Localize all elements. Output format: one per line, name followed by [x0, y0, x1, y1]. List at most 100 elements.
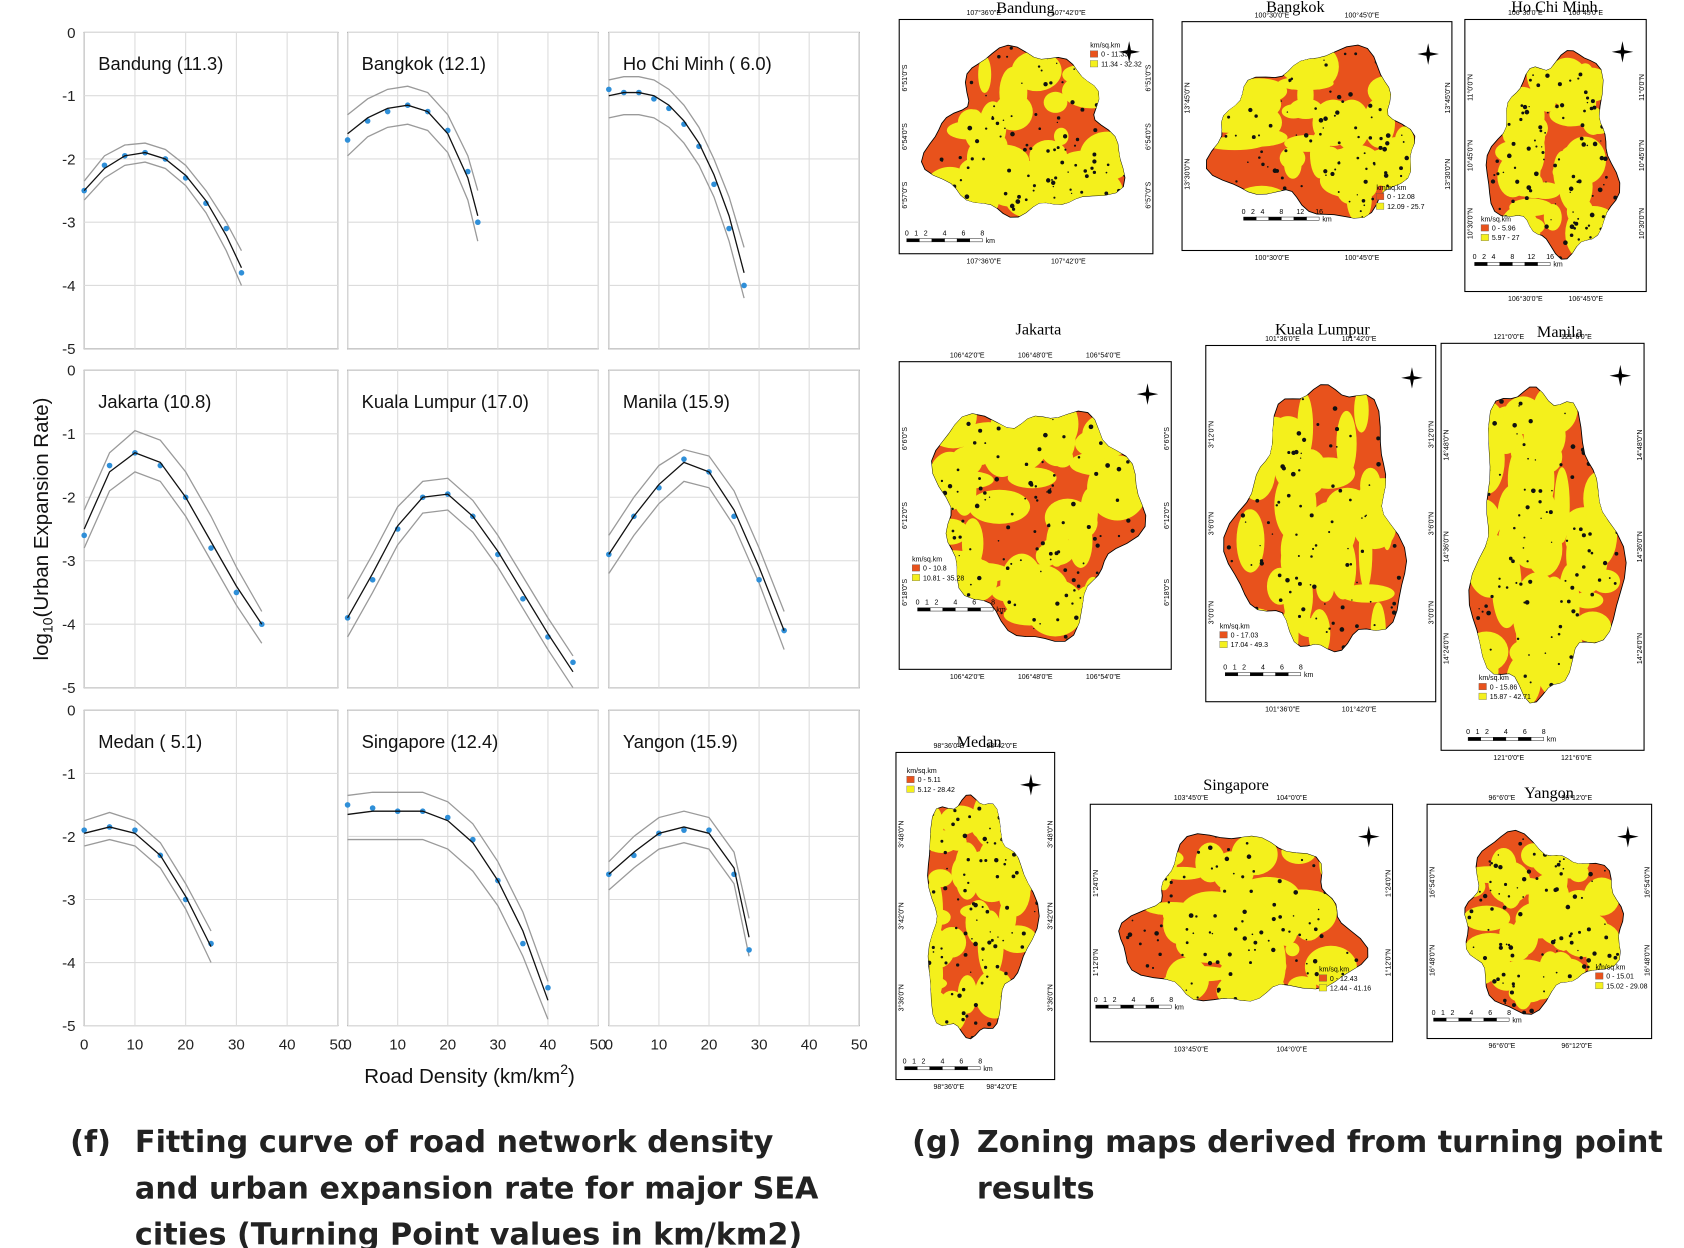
legend-title: km/sq.km — [1376, 185, 1406, 192]
built-up — [1312, 584, 1317, 589]
high-zone — [1285, 942, 1300, 957]
legend-title: km/sq.km — [1479, 675, 1509, 682]
x-tick-label: 0 — [80, 1036, 88, 1053]
built-up — [1013, 603, 1017, 607]
built-up — [1290, 471, 1296, 477]
fit-line — [347, 477, 574, 657]
built-up — [1502, 171, 1505, 174]
built-up — [1378, 145, 1383, 150]
built-up — [1382, 146, 1387, 152]
built-up — [1185, 928, 1189, 931]
built-up — [1054, 551, 1059, 556]
built-up — [1288, 930, 1291, 933]
map-x-label: 106°54'0"E — [1086, 351, 1121, 359]
built-up — [1159, 924, 1163, 928]
built-up — [1000, 611, 1003, 615]
scale-segment — [1505, 737, 1519, 741]
built-up — [1330, 520, 1334, 524]
built-up — [1295, 134, 1298, 136]
built-up — [1138, 942, 1142, 946]
built-up — [1226, 545, 1231, 550]
built-up — [974, 139, 980, 144]
built-up — [1355, 624, 1359, 629]
built-up — [1508, 556, 1513, 561]
built-up — [1478, 608, 1480, 610]
built-up — [1188, 913, 1194, 918]
built-up — [952, 536, 957, 540]
data-point — [756, 576, 762, 583]
built-up — [1047, 489, 1052, 494]
built-up — [1516, 637, 1520, 641]
legend-label: 0 - 12.43 — [1330, 976, 1358, 983]
built-up — [1569, 191, 1571, 194]
built-up — [1210, 867, 1214, 870]
captions: (f) Fitting curve of road network density… — [70, 1125, 1663, 1248]
data-point — [81, 827, 88, 833]
built-up — [1368, 484, 1371, 486]
map-x-label: 104°0'0"E — [1276, 1045, 1307, 1053]
built-up — [1613, 955, 1618, 960]
panel: 0 -1 -2 -3 -4 -5 Jakarta (10.8) — [62, 363, 339, 697]
y-label-rest: (Urban Expansion Rate) — [31, 398, 54, 618]
high-zone — [1503, 396, 1543, 435]
built-up — [1399, 166, 1403, 171]
built-up — [1040, 541, 1045, 546]
built-up — [1532, 852, 1536, 856]
built-up — [1314, 107, 1317, 110]
built-up — [1045, 178, 1051, 183]
scale-segment — [917, 607, 931, 612]
y-label-base: log — [31, 633, 54, 660]
built-up — [1335, 446, 1338, 448]
built-up — [1300, 858, 1304, 862]
built-up — [981, 959, 984, 961]
high-zone — [1579, 922, 1621, 961]
scale-segment — [1474, 262, 1488, 266]
built-up — [1559, 872, 1563, 876]
north-arrow — [1401, 367, 1423, 389]
built-up — [1544, 888, 1548, 892]
north-arrow — [1118, 41, 1140, 63]
data-point — [651, 96, 657, 102]
built-up — [1354, 52, 1358, 56]
built-up — [970, 157, 974, 161]
built-up — [1563, 240, 1568, 245]
scale-segment — [1255, 216, 1269, 221]
built-up — [1376, 436, 1381, 441]
map-x-label: 121°6'0"E — [1561, 754, 1592, 762]
map-panel: Singapore103°45'0"E103°45'0"E104°0'0"E10… — [1089, 776, 1394, 1053]
built-up — [1550, 636, 1553, 639]
map-x-label: 121°6'0"E — [1561, 333, 1592, 341]
scale-label: 4 — [953, 600, 957, 607]
built-up — [990, 938, 994, 942]
scale-segment — [1268, 216, 1282, 221]
built-up — [1349, 562, 1353, 566]
built-up — [1571, 609, 1576, 614]
built-up — [1513, 166, 1517, 170]
built-up — [1567, 974, 1572, 979]
built-up — [1227, 115, 1231, 119]
built-up — [1518, 401, 1523, 406]
high-zone — [1212, 911, 1250, 954]
built-up — [1570, 585, 1575, 590]
scale-segment — [931, 238, 945, 243]
built-up — [1523, 601, 1526, 604]
built-up — [994, 857, 999, 863]
scale-segment — [1524, 262, 1538, 266]
map-y-label: 1°12'0"N — [1384, 949, 1392, 976]
x-tick-label: 0 — [343, 1036, 351, 1053]
built-up — [1002, 939, 1005, 942]
built-up — [1084, 174, 1089, 179]
built-up — [974, 503, 980, 509]
built-up — [993, 105, 996, 108]
built-up — [1074, 163, 1078, 167]
built-up — [1518, 405, 1520, 407]
built-up — [1538, 489, 1543, 493]
built-up — [1614, 551, 1619, 556]
scale-label: 12 — [1527, 254, 1535, 261]
built-up — [1493, 173, 1496, 177]
built-up — [1527, 457, 1529, 460]
scale-unit: km — [1174, 1004, 1183, 1011]
data-point — [726, 225, 732, 232]
fit-line — [347, 810, 549, 1001]
panel-title: Yangon (15.9) — [623, 731, 738, 752]
